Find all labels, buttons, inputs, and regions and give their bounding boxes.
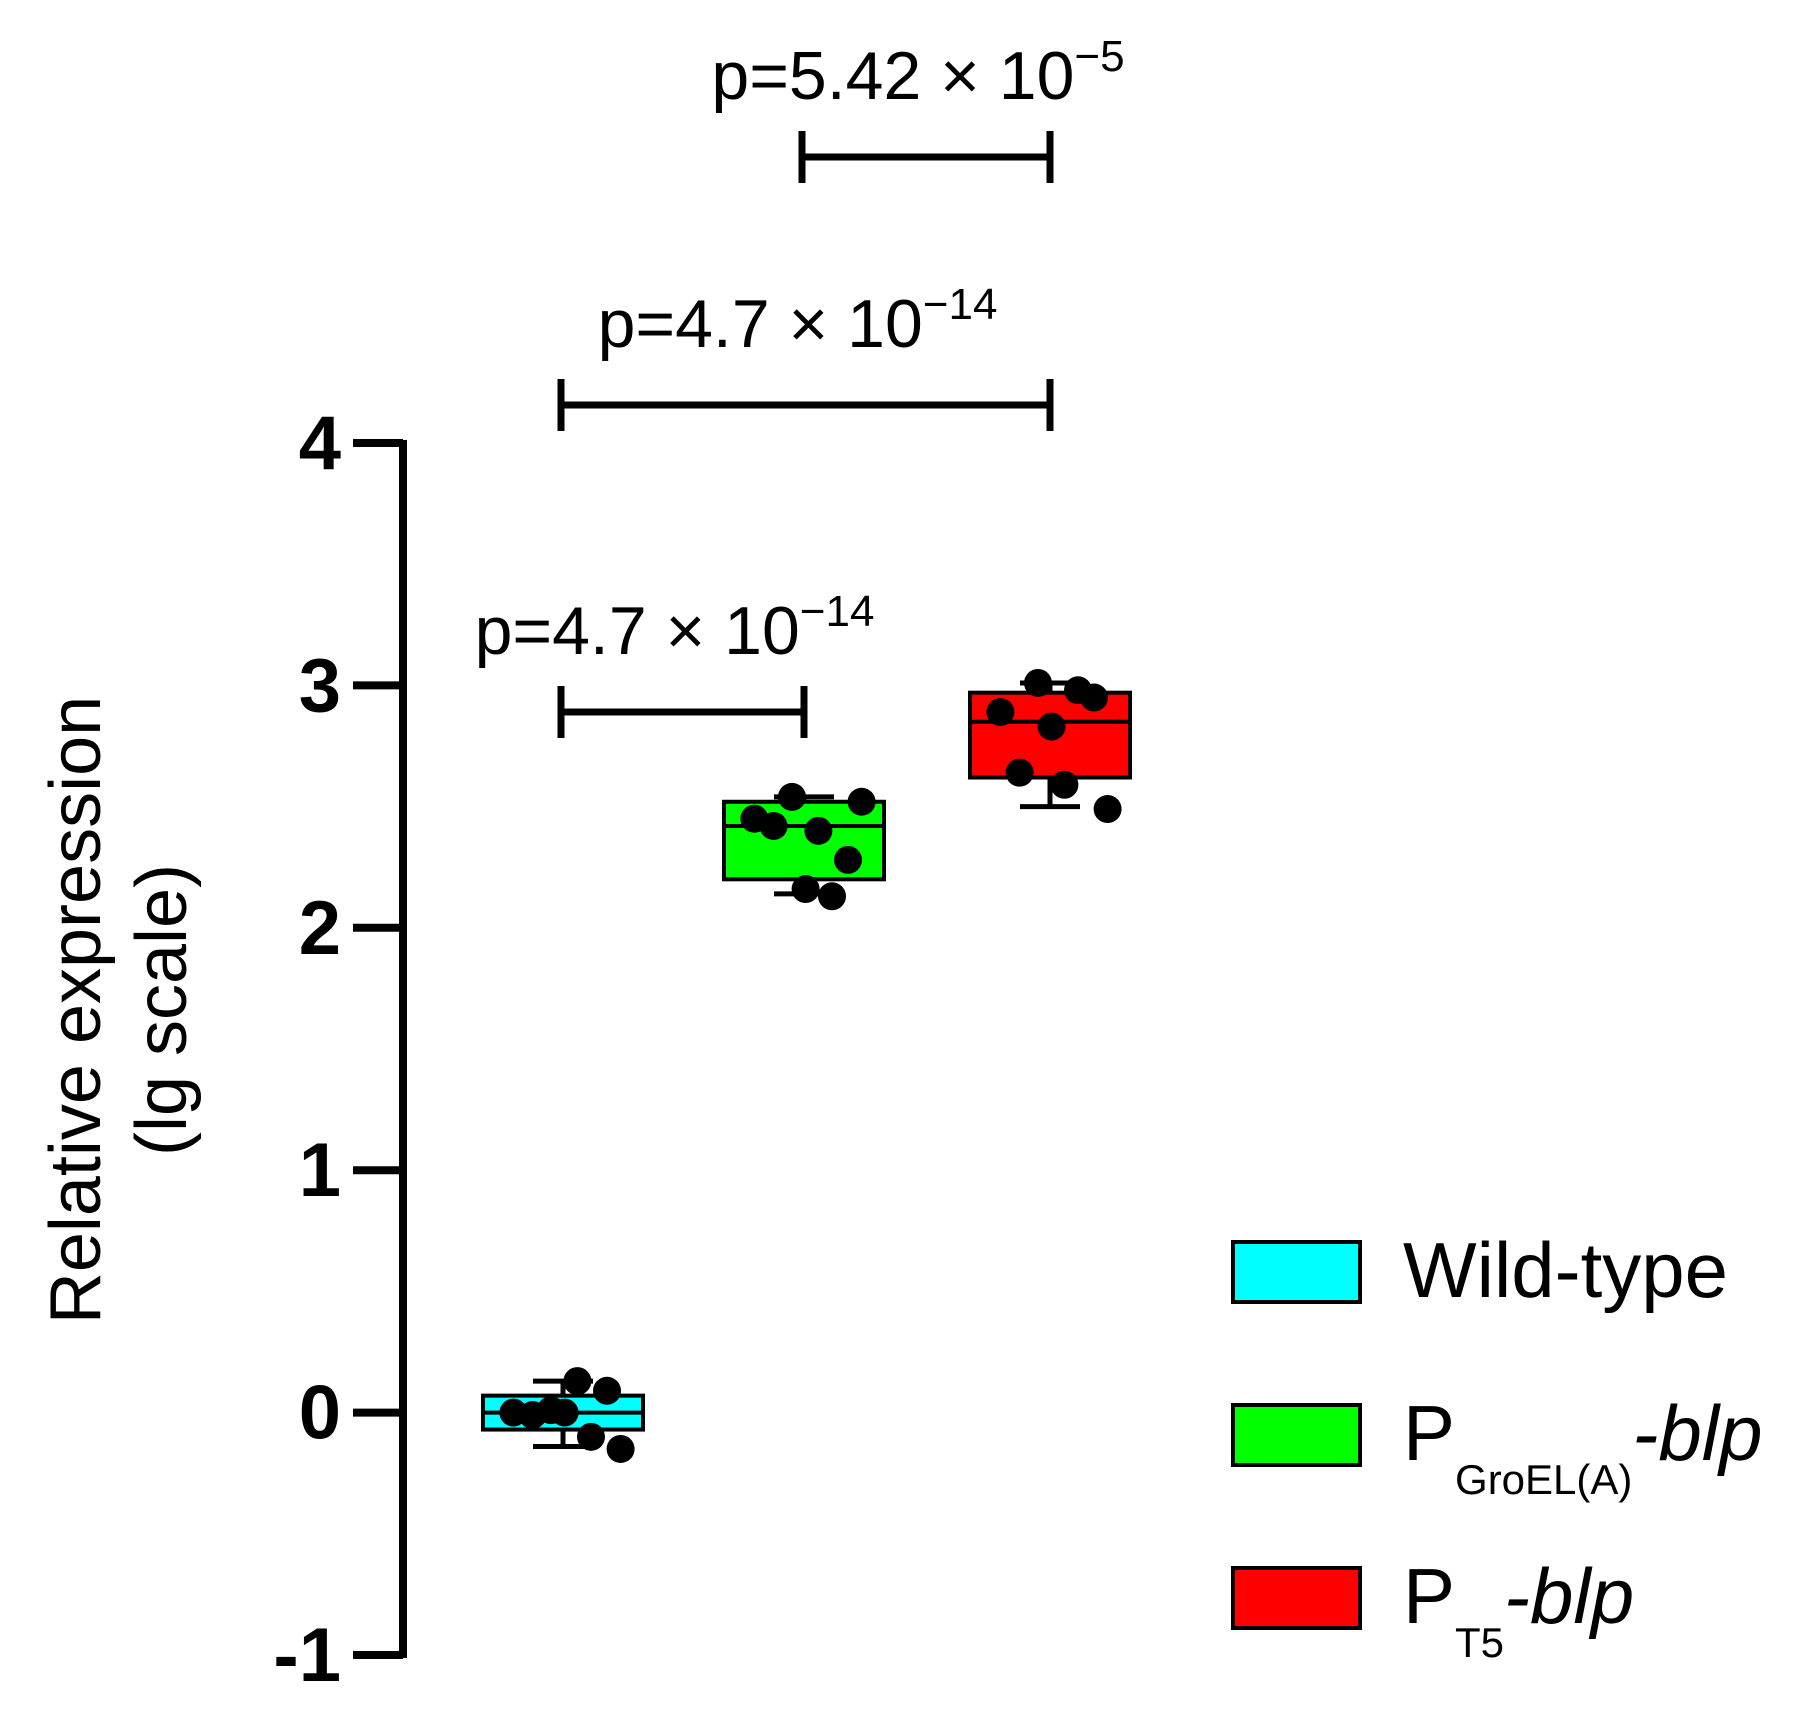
data-point bbox=[986, 698, 1015, 727]
p-value-base: p=4.7 × 10 bbox=[598, 286, 923, 362]
data-point bbox=[759, 811, 788, 840]
data-point bbox=[550, 1398, 579, 1427]
data-point bbox=[818, 882, 846, 911]
data-point bbox=[804, 816, 833, 845]
boxes bbox=[481, 680, 1132, 1450]
p-value-exponent: −14 bbox=[800, 587, 875, 636]
data-point bbox=[1050, 770, 1079, 799]
p-value-base: p=5.42 × 10 bbox=[711, 38, 1074, 114]
y-tick-label: 0 bbox=[299, 1371, 341, 1456]
data-points bbox=[499, 668, 1122, 1463]
legend-label-subscript: GroEL(A) bbox=[1455, 1456, 1632, 1503]
data-point bbox=[606, 1434, 635, 1463]
p-value-exponent: −14 bbox=[923, 280, 998, 329]
legend-label-main: P bbox=[1403, 1552, 1455, 1640]
data-point bbox=[791, 875, 820, 904]
y-axis-label-line2: (lg scale) bbox=[122, 864, 202, 1156]
data-point bbox=[834, 845, 862, 874]
p-value-label: p=4.7 × 10−14 bbox=[475, 587, 875, 669]
legend-label: PGroEL(A)-blp bbox=[1403, 1389, 1762, 1503]
legend-swatch bbox=[1231, 1403, 1362, 1467]
data-point bbox=[1037, 712, 1066, 741]
legend-label-suffix: -blp bbox=[1504, 1552, 1634, 1640]
y-axis: -1 0 1 2 3 4 bbox=[273, 401, 407, 1698]
data-point bbox=[847, 787, 876, 816]
legend-label-suffix: -blp bbox=[1632, 1389, 1762, 1477]
y-tick-label: 1 bbox=[299, 1128, 341, 1213]
y-tick-label: -1 bbox=[273, 1613, 341, 1698]
legend-swatch bbox=[1231, 1566, 1362, 1630]
data-point bbox=[1080, 683, 1108, 712]
y-axis-label-line1: Relative expression bbox=[36, 696, 116, 1324]
data-point bbox=[563, 1367, 592, 1396]
p-value-label: p=4.7 × 10−14 bbox=[598, 280, 998, 362]
p-value-exponent: −5 bbox=[1074, 32, 1124, 81]
data-point bbox=[1005, 758, 1034, 787]
legend-label-subscript: T5 bbox=[1455, 1619, 1504, 1666]
significance-brackets: p=4.7 × 10−14p=4.7 × 10−14p=5.42 × 10−5 bbox=[475, 32, 1125, 738]
legend-swatch bbox=[1231, 1240, 1362, 1304]
data-point bbox=[577, 1422, 605, 1451]
data-point bbox=[1093, 795, 1122, 824]
y-tick-label: 3 bbox=[299, 643, 341, 728]
legend-label-main: P bbox=[1403, 1389, 1455, 1477]
p-value-base: p=4.7 × 10 bbox=[475, 593, 800, 669]
y-tick-label: 4 bbox=[299, 401, 341, 486]
legend-label: PT5-blp bbox=[1403, 1552, 1634, 1666]
data-point bbox=[1024, 668, 1052, 697]
p-value-label: p=5.42 × 10−5 bbox=[711, 32, 1124, 114]
y-tick-label: 2 bbox=[299, 886, 341, 971]
legend-label-main: Wild-type bbox=[1403, 1226, 1728, 1314]
data-point bbox=[778, 782, 806, 811]
data-point bbox=[593, 1376, 621, 1405]
legend-label: Wild-type bbox=[1403, 1226, 1728, 1314]
